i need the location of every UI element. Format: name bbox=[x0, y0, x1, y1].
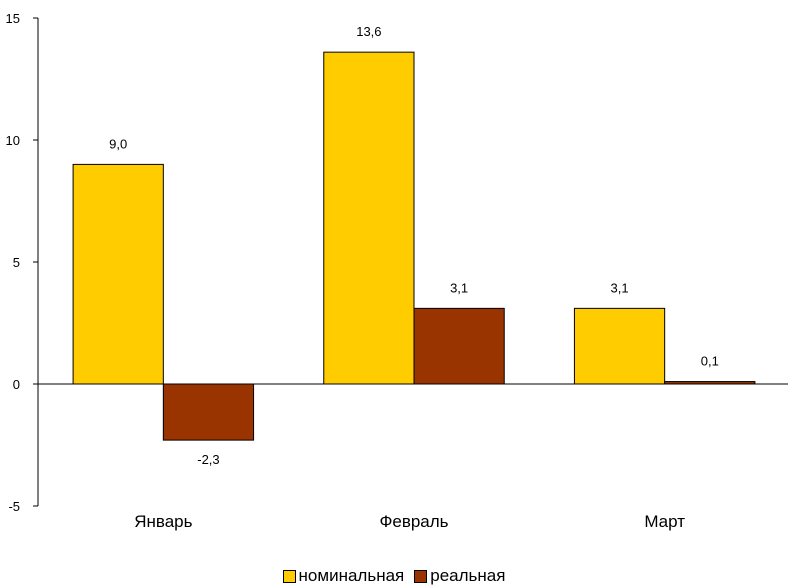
bar-real-1 bbox=[413, 307, 505, 385]
y-tick-label: 15 bbox=[6, 11, 20, 26]
y-tick-label: 10 bbox=[6, 133, 20, 148]
category-labels: Январь Февраль Март bbox=[134, 512, 685, 531]
legend-label-nominal: номинальная bbox=[298, 566, 405, 585]
legend-item-real: реальная bbox=[414, 566, 505, 586]
category-label-2: Март bbox=[644, 512, 685, 531]
bar-nominal-2 bbox=[573, 307, 666, 385]
legend: номинальная реальная bbox=[0, 566, 788, 586]
data-labels: 9,0 -2,3 13,6 3,1 3,1 0,1 bbox=[109, 24, 719, 467]
y-tick-label: -5 bbox=[8, 499, 20, 514]
category-label-1: Февраль bbox=[379, 512, 448, 531]
category-label-0: Январь bbox=[134, 512, 192, 531]
bar-nominal-0 bbox=[72, 163, 164, 385]
legend-item-nominal: номинальная bbox=[282, 566, 405, 586]
data-label-real-1: 3,1 bbox=[450, 280, 468, 295]
data-label-real-0: -2,3 bbox=[197, 452, 219, 467]
y-tick-label: 0 bbox=[13, 377, 20, 392]
y-tick-label: 5 bbox=[13, 255, 20, 270]
data-label-real-2: 0,1 bbox=[701, 354, 719, 369]
legend-swatch-nominal bbox=[282, 569, 296, 583]
bars bbox=[72, 51, 756, 441]
data-label-nominal-0: 9,0 bbox=[109, 136, 127, 151]
bar-nominal-1 bbox=[323, 51, 415, 385]
data-label-nominal-2: 3,1 bbox=[611, 280, 629, 295]
data-label-nominal-1: 13,6 bbox=[356, 24, 381, 39]
bar-chart: -5 0 5 10 15 9,0 -2,3 13,6 3,1 3,1 0,1 Январь Февр… bbox=[6, 11, 788, 531]
bar-real-0 bbox=[162, 383, 255, 441]
legend-label-real: реальная bbox=[430, 566, 506, 585]
legend-swatch-real bbox=[414, 569, 428, 583]
y-axis: -5 0 5 10 15 bbox=[6, 11, 39, 514]
